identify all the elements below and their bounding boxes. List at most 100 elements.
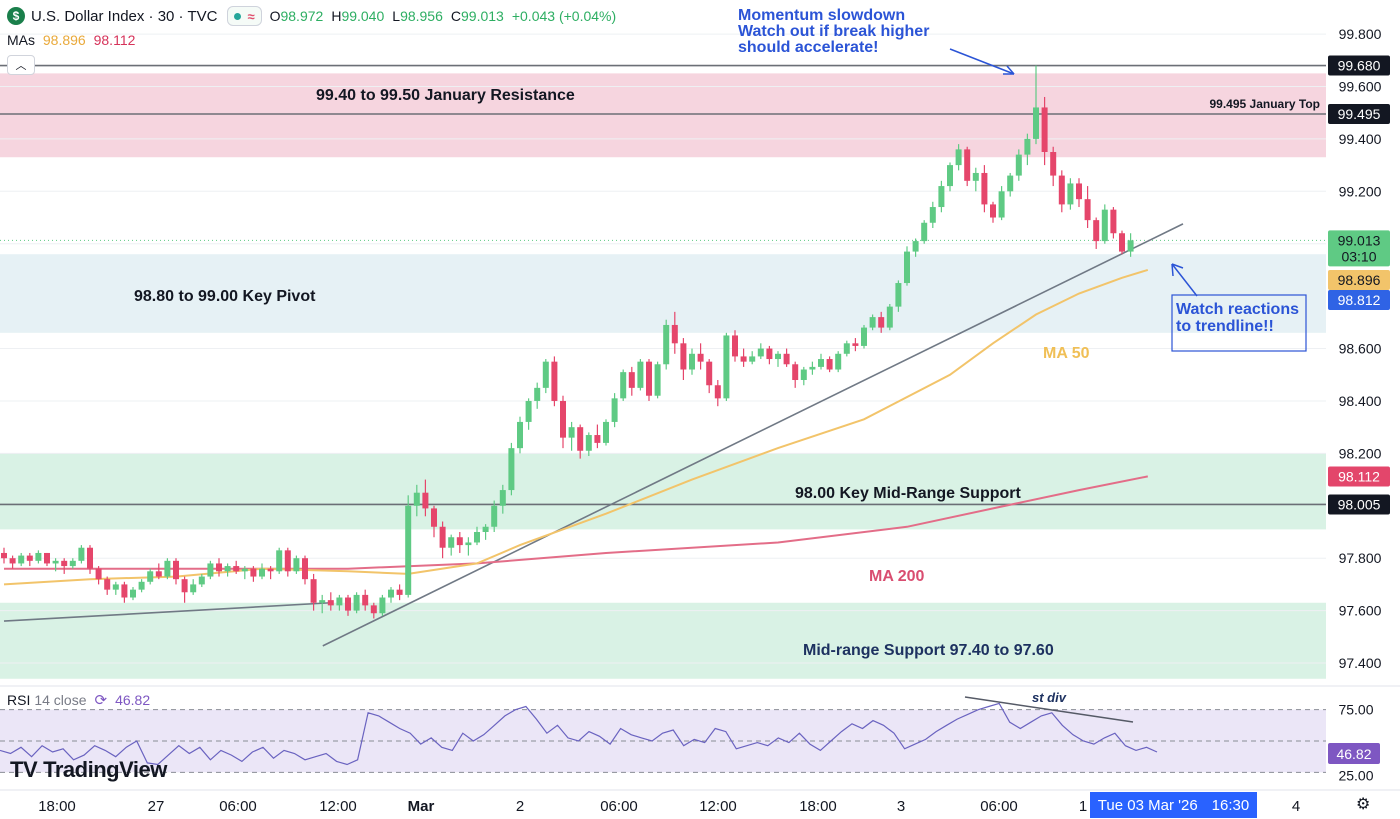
collapse-legend-button[interactable]: ︿: [7, 55, 35, 75]
arrow-head-icon: [1171, 263, 1184, 277]
price-tick-label: 97.600: [1339, 603, 1382, 619]
ma-legend-label: MAs: [7, 32, 35, 48]
price-tick-label: 97.400: [1339, 655, 1382, 671]
price-tick-label: 98.400: [1339, 393, 1382, 409]
candle-body: [921, 222, 928, 242]
trendline-note-line: Watch reactions: [1176, 301, 1299, 318]
price-tick-label: 99.800: [1339, 26, 1382, 42]
time-tick-label: 1: [1079, 798, 1087, 815]
price-badge: [1328, 104, 1390, 124]
price-badge: [1328, 270, 1390, 290]
candle-body: [465, 542, 472, 546]
candle-body: [112, 584, 119, 590]
trendline-note-line: to trendline!!: [1176, 318, 1274, 335]
candle-body: [293, 558, 300, 572]
rsi-legend[interactable]: RSI 14 close ⟳ 46.82: [7, 691, 150, 709]
candle-body: [1058, 175, 1065, 205]
symbol-badge-icon: $: [7, 7, 25, 25]
candle-body: [302, 558, 308, 580]
candle-body: [620, 372, 627, 399]
refresh-icon[interactable]: ⟳: [94, 692, 108, 709]
candle-body: [345, 597, 351, 611]
time-tick-label: 12:00: [319, 798, 357, 815]
ma50-label: MA 50: [1043, 345, 1090, 362]
price-tick-label: 99.400: [1339, 131, 1382, 147]
candle-body: [895, 283, 902, 307]
crosshair-time-badge: Tue 03 Mar '26 16:30: [1090, 792, 1257, 818]
trendline: [3, 601, 331, 622]
candle-body: [190, 584, 197, 593]
market-status-pill[interactable]: ≈: [227, 6, 262, 26]
candle-body: [362, 594, 369, 606]
candle-body: [1093, 220, 1100, 242]
candle-body: [448, 537, 455, 548]
momentum-annotation-line: Watch out if break higher: [738, 23, 929, 40]
pivot-zone-label: 98.80 to 99.00 Key Pivot: [134, 288, 316, 305]
wave-icon: ≈: [247, 8, 255, 24]
market-open-dot-icon: [234, 12, 242, 20]
symbol-title[interactable]: U.S. Dollar Index · 30 · TVC: [31, 7, 218, 25]
candle-body: [284, 550, 291, 572]
candle-body: [491, 505, 498, 527]
time-tick-label: 12:00: [699, 798, 737, 815]
candle-body: [1119, 233, 1125, 252]
candle-body: [1076, 183, 1082, 200]
candle-body: [250, 568, 257, 577]
rsi-legend-label: RSI: [7, 692, 31, 708]
candle-body: [173, 560, 179, 580]
time-tick-label: Mar: [408, 798, 435, 815]
tradingview-logo[interactable]: TV TradingView: [10, 757, 167, 783]
candle-body: [594, 435, 601, 443]
price-badge-value: 98.812: [1338, 292, 1381, 308]
price-badge-value: 98.112: [1338, 468, 1380, 484]
candle-body: [130, 589, 136, 598]
candle-body: [310, 579, 317, 603]
candle-body: [44, 552, 50, 564]
candle-body: [1127, 240, 1134, 252]
mid-range-zone-label: 98.00 Key Mid-Range Support: [795, 485, 1021, 502]
candle-body: [1, 552, 7, 559]
level-label: 99.495 January Top: [1210, 97, 1321, 111]
candle-body: [886, 306, 893, 328]
time-tick-label: 27: [148, 798, 165, 815]
candle-body: [26, 555, 33, 561]
candle-body: [353, 594, 360, 611]
price-badge: [1328, 466, 1390, 487]
candle-body: [155, 571, 162, 577]
candle-body: [749, 356, 756, 362]
price-tick-label: 98.200: [1339, 445, 1382, 461]
candle-body: [413, 492, 420, 506]
price-badge: [1328, 230, 1390, 267]
rsi-tick-label: 75.00: [1338, 702, 1373, 718]
candle-body: [439, 526, 446, 548]
candle-body: [568, 427, 575, 438]
candle-body: [603, 421, 609, 443]
time-tick-label: 3: [897, 798, 905, 815]
candle-body: [740, 356, 747, 362]
candle-body: [663, 324, 670, 365]
time-tick-label: 18:00: [38, 798, 76, 815]
time-badge-date: Tue 03 Mar '26: [1097, 796, 1198, 814]
settings-gear-icon[interactable]: ⚙: [1356, 796, 1371, 813]
support-zone-label: Mid-range Support 97.40 to 97.60: [803, 642, 1054, 659]
candle-body: [689, 353, 695, 370]
candle-body: [577, 427, 584, 451]
candle-body: [697, 353, 704, 362]
candle-body: [456, 537, 463, 546]
price-badge-value: 99.680: [1338, 58, 1381, 74]
price-badge: [1328, 290, 1390, 310]
price-badge-countdown: 03:10: [1341, 248, 1376, 264]
candle-body: [508, 448, 515, 491]
candle-body: [233, 566, 240, 572]
candle-body: [757, 348, 764, 357]
price-badge-value: 99.495: [1338, 106, 1381, 122]
candle-body: [499, 490, 506, 506]
ma-legend[interactable]: MAs 98.896 98.112: [7, 32, 135, 48]
candle-body: [517, 421, 523, 449]
ohlc-low: L98.956: [392, 8, 443, 24]
candle-body: [474, 532, 480, 543]
price-tick-label: 99.200: [1339, 183, 1382, 199]
candle-body: [680, 343, 687, 370]
